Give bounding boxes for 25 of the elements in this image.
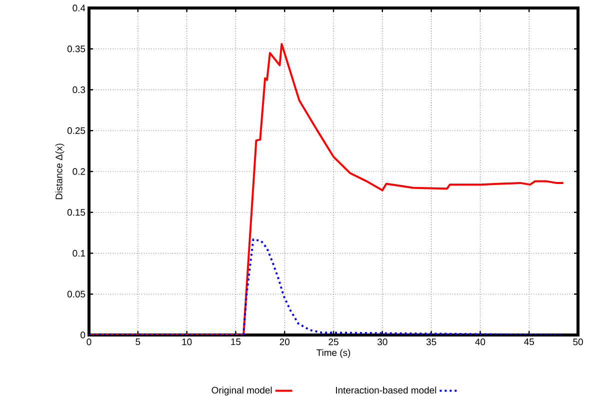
y-tick-label: 0.1 bbox=[72, 250, 86, 257]
legend-label: Interaction-based model bbox=[336, 386, 436, 394]
x-tick-label: 20 bbox=[280, 338, 290, 346]
x-tick-label: 45 bbox=[524, 338, 534, 346]
y-tick-label: 0.2 bbox=[72, 168, 86, 175]
y-tick-label: 0.35 bbox=[67, 46, 86, 52]
x-tick-label: 30 bbox=[378, 338, 388, 346]
x-tick-label: 5 bbox=[136, 338, 140, 346]
y-tick-label: 0.4 bbox=[72, 4, 86, 12]
x-tick-label: 15 bbox=[231, 338, 241, 346]
y-tick-label: 0.05 bbox=[67, 290, 86, 298]
x-tick-label: 35 bbox=[426, 338, 436, 346]
x-tick-label: 0 bbox=[86, 338, 92, 346]
x-tick-label: 40 bbox=[475, 338, 486, 346]
y-tick-label: 0.3 bbox=[72, 86, 86, 94]
y-axis-title: Distance Δ(x) bbox=[55, 144, 64, 200]
y-tick-label: 0.15 bbox=[67, 209, 86, 216]
y-tick-label: 0.25 bbox=[67, 127, 86, 134]
x-tick-label: 25 bbox=[328, 338, 338, 346]
line-series bbox=[89, 42, 564, 335]
x-tick-label: 50 bbox=[573, 338, 583, 346]
legend-label: Original model bbox=[212, 386, 272, 396]
y-tick-label: 0 bbox=[80, 332, 86, 338]
x-axis-title: Time (s) bbox=[316, 349, 350, 358]
x-tick-label: 10 bbox=[182, 338, 192, 346]
